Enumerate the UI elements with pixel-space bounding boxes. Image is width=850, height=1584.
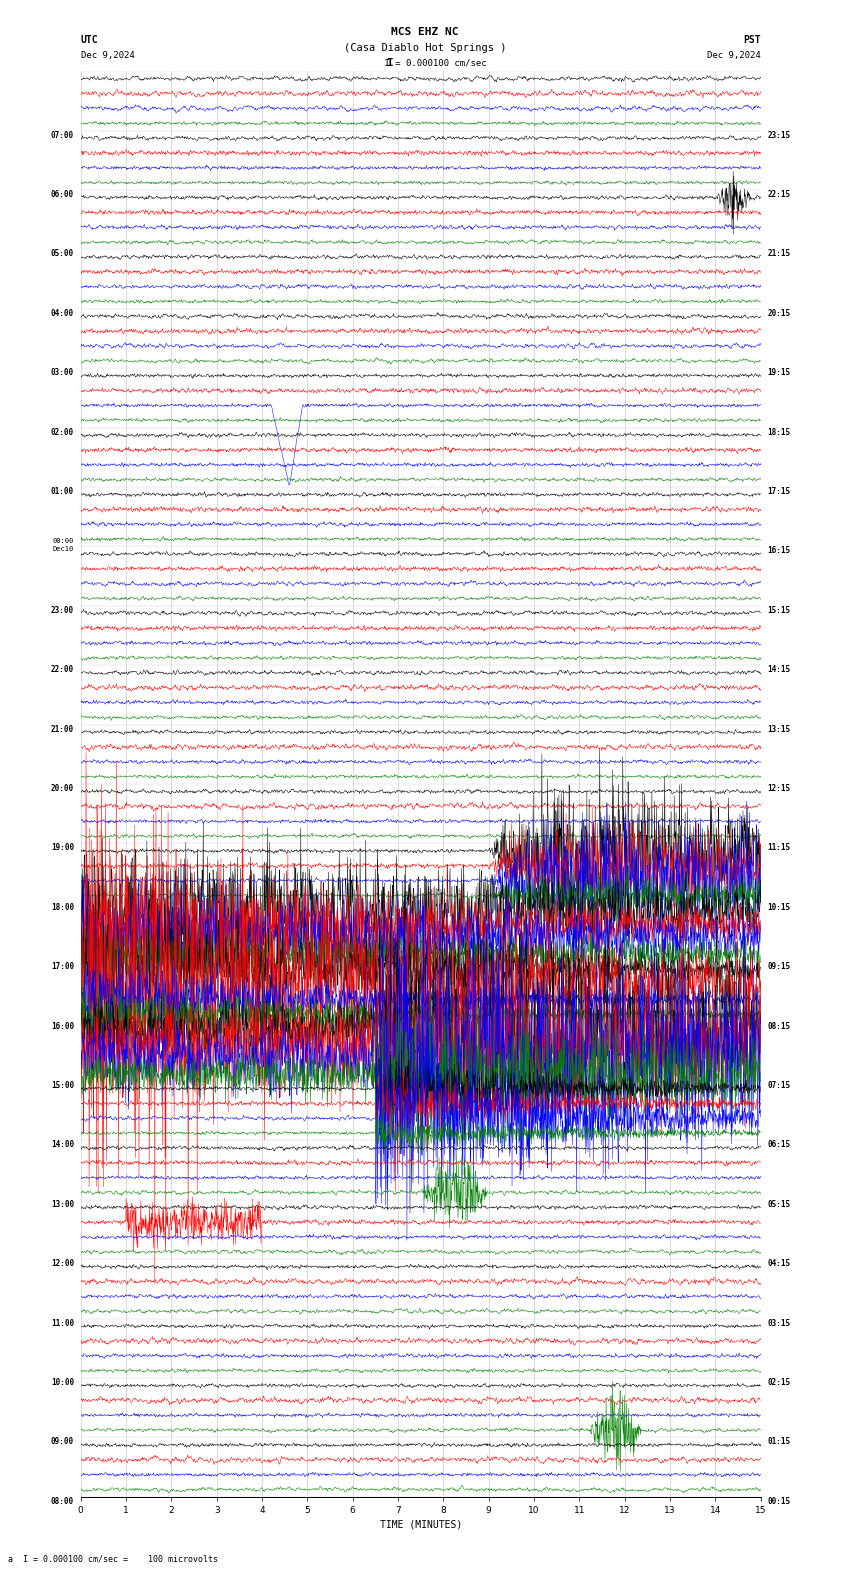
Text: 05:00: 05:00	[51, 249, 74, 258]
Text: I: I	[386, 59, 393, 68]
Text: 04:00: 04:00	[51, 309, 74, 318]
Text: Dec 9,2024: Dec 9,2024	[707, 51, 761, 60]
Text: 21:00: 21:00	[51, 725, 74, 733]
Text: 00:15: 00:15	[768, 1497, 791, 1506]
Text: 10:15: 10:15	[768, 903, 791, 912]
Text: Dec10: Dec10	[53, 546, 74, 553]
X-axis label: TIME (MINUTES): TIME (MINUTES)	[380, 1519, 462, 1529]
Text: 02:15: 02:15	[768, 1378, 791, 1388]
Text: 11:00: 11:00	[51, 1318, 74, 1327]
Text: 01:15: 01:15	[768, 1438, 791, 1446]
Text: 13:00: 13:00	[51, 1201, 74, 1209]
Text: 09:15: 09:15	[768, 963, 791, 971]
Text: 21:15: 21:15	[768, 249, 791, 258]
Text: 14:00: 14:00	[51, 1140, 74, 1150]
Text: 16:15: 16:15	[768, 546, 791, 556]
Text: 15:15: 15:15	[768, 605, 791, 615]
Text: 20:15: 20:15	[768, 309, 791, 318]
Text: 05:15: 05:15	[768, 1201, 791, 1209]
Text: (Casa Diablo Hot Springs ): (Casa Diablo Hot Springs )	[343, 43, 507, 52]
Text: PST: PST	[743, 35, 761, 44]
Text: 19:00: 19:00	[51, 843, 74, 852]
Text: 12:15: 12:15	[768, 784, 791, 794]
Text: 03:00: 03:00	[51, 369, 74, 377]
Text: 20:00: 20:00	[51, 784, 74, 794]
Text: 19:15: 19:15	[768, 369, 791, 377]
Text: I = 0.000100 cm/sec: I = 0.000100 cm/sec	[363, 59, 487, 68]
Text: 15:00: 15:00	[51, 1080, 74, 1090]
Text: 06:15: 06:15	[768, 1140, 791, 1150]
Text: 04:15: 04:15	[768, 1259, 791, 1269]
Text: 14:15: 14:15	[768, 665, 791, 675]
Text: 07:15: 07:15	[768, 1080, 791, 1090]
Text: 22:00: 22:00	[51, 665, 74, 675]
Text: 02:00: 02:00	[51, 428, 74, 437]
Text: 16:00: 16:00	[51, 1022, 74, 1031]
Text: 11:15: 11:15	[768, 843, 791, 852]
Text: UTC: UTC	[81, 35, 99, 44]
Text: 03:15: 03:15	[768, 1318, 791, 1327]
Text: a  I = 0.000100 cm/sec =    100 microvolts: a I = 0.000100 cm/sec = 100 microvolts	[8, 1554, 218, 1563]
Text: 22:15: 22:15	[768, 190, 791, 200]
Text: 12:00: 12:00	[51, 1259, 74, 1269]
Text: 01:00: 01:00	[51, 486, 74, 496]
Text: 17:00: 17:00	[51, 963, 74, 971]
Text: 08:00: 08:00	[51, 1497, 74, 1506]
Text: 10:00: 10:00	[51, 1378, 74, 1388]
Text: 23:00: 23:00	[51, 605, 74, 615]
Text: 17:15: 17:15	[768, 486, 791, 496]
Text: 00:00: 00:00	[53, 537, 74, 543]
Text: Dec 9,2024: Dec 9,2024	[81, 51, 134, 60]
Text: 06:00: 06:00	[51, 190, 74, 200]
Text: 18:15: 18:15	[768, 428, 791, 437]
Text: MCS EHZ NC: MCS EHZ NC	[391, 27, 459, 36]
Text: 23:15: 23:15	[768, 130, 791, 139]
Text: 13:15: 13:15	[768, 725, 791, 733]
Text: 18:00: 18:00	[51, 903, 74, 912]
Text: 08:15: 08:15	[768, 1022, 791, 1031]
Text: 09:00: 09:00	[51, 1438, 74, 1446]
Text: 07:00: 07:00	[51, 130, 74, 139]
